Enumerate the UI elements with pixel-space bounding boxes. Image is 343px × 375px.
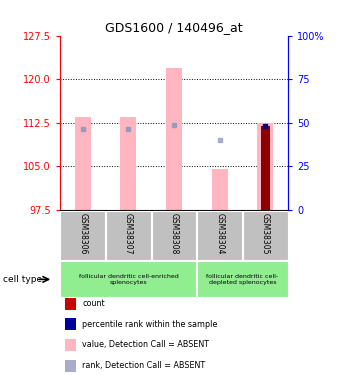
Bar bbox=[60, 261, 197, 297]
Bar bbox=[243, 211, 288, 260]
Bar bbox=[65, 318, 76, 330]
Text: rank, Detection Call = ABSENT: rank, Detection Call = ABSENT bbox=[82, 361, 205, 370]
Text: GSM38308: GSM38308 bbox=[169, 213, 179, 254]
Text: follicular dendritic cell-enriched
splenocytes: follicular dendritic cell-enriched splen… bbox=[79, 274, 178, 285]
Text: GSM38304: GSM38304 bbox=[215, 213, 224, 254]
Text: follicular dendritic cell-
depleted splenocytes: follicular dendritic cell- depleted sple… bbox=[206, 274, 279, 285]
Bar bbox=[65, 298, 76, 310]
Bar bbox=[152, 211, 197, 260]
Text: cell type: cell type bbox=[3, 275, 43, 284]
Bar bbox=[197, 211, 242, 260]
Text: GSM38307: GSM38307 bbox=[124, 213, 133, 254]
Text: GSM38306: GSM38306 bbox=[78, 213, 87, 254]
Bar bbox=[197, 261, 288, 297]
Bar bbox=[106, 211, 151, 260]
Bar bbox=[75, 117, 91, 210]
Title: GDS1600 / 140496_at: GDS1600 / 140496_at bbox=[105, 21, 243, 34]
Text: value, Detection Call = ABSENT: value, Detection Call = ABSENT bbox=[82, 340, 209, 350]
Text: percentile rank within the sample: percentile rank within the sample bbox=[82, 320, 218, 329]
Bar bbox=[261, 126, 270, 210]
Bar bbox=[65, 360, 76, 372]
Bar bbox=[65, 339, 76, 351]
Bar bbox=[257, 123, 273, 210]
Bar bbox=[60, 211, 105, 260]
Text: count: count bbox=[82, 299, 105, 308]
Bar bbox=[120, 117, 137, 210]
Bar bbox=[212, 170, 228, 210]
Text: GSM38305: GSM38305 bbox=[261, 213, 270, 254]
Bar bbox=[166, 68, 182, 210]
